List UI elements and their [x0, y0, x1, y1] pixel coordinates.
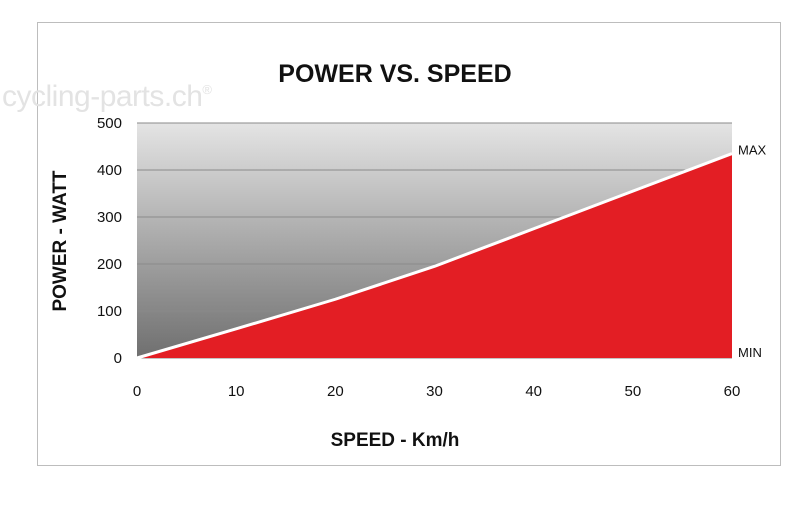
x-tick-label-30: 30	[426, 383, 443, 400]
x-tick-label-40: 40	[525, 383, 542, 400]
y-tick-label-500: 500	[97, 115, 122, 132]
min-label: MIN	[738, 345, 762, 360]
x-tick-label-60: 60	[724, 383, 741, 400]
watermark-text: cycling-parts.ch	[2, 80, 203, 113]
x-tick-label-10: 10	[228, 383, 245, 400]
y-tick-label-400: 400	[97, 162, 122, 179]
y-axis-title: POWER - WATT	[50, 170, 71, 311]
watermark-registered-mark: ®	[202, 82, 212, 97]
y-tick-label-200: 200	[97, 256, 122, 273]
max-label: MAX	[738, 143, 767, 158]
x-axis-title: SPEED - Km/h	[331, 430, 460, 451]
plot-area: 0 100 200 300 400 500 0 10 20 30 40 50 60 MAX MIN	[97, 115, 767, 400]
x-tick-label-0: 0	[133, 383, 141, 400]
y-tick-label-300: 300	[97, 209, 122, 226]
series-area	[137, 153, 732, 358]
chart-title: POWER VS. SPEED	[278, 60, 511, 88]
x-tick-label-50: 50	[624, 383, 641, 400]
y-tick-label-0: 0	[114, 350, 122, 367]
watermark: cycling-parts.ch®	[2, 80, 212, 114]
y-tick-label-100: 100	[97, 303, 122, 320]
x-tick-label-20: 20	[327, 383, 344, 400]
